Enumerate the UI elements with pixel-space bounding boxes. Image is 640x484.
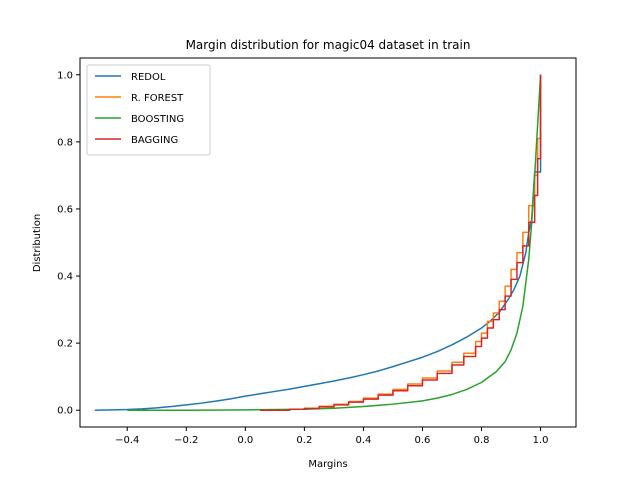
plot-area-frame xyxy=(79,57,577,428)
series-line-redol xyxy=(94,74,542,411)
x-tick-label: 0.6 xyxy=(415,435,431,446)
x-tick-label: −0.4 xyxy=(115,435,139,446)
x-tick-label: 0.8 xyxy=(474,435,490,446)
x-tick-label: 1.0 xyxy=(533,435,549,446)
y-tick-label: 0.0 xyxy=(57,406,73,417)
legend-label: R. FOREST xyxy=(131,93,184,104)
x-tick-label: 0.2 xyxy=(296,435,312,446)
x-tick-label: 0.4 xyxy=(355,435,371,446)
x-tick-label: 0.0 xyxy=(237,435,253,446)
legend-label: REDOL xyxy=(131,72,166,83)
y-axis-label: Distribution xyxy=(32,214,43,272)
chart-title: Margin distribution for magic04 dataset … xyxy=(186,38,471,52)
legend-label: BAGGING xyxy=(131,135,178,146)
series-line-bagging xyxy=(260,74,542,411)
plot-lines xyxy=(94,74,542,411)
y-axis: 0.0 0.2 0.4 0.6 0.8 1.0 xyxy=(57,70,80,417)
legend: REDOL R. FOREST BOOSTING BAGGING xyxy=(86,64,211,156)
series-line-r-forest xyxy=(260,74,542,411)
y-tick-label: 0.8 xyxy=(57,137,73,148)
y-tick-label: 1.0 xyxy=(57,70,73,81)
y-tick-label: 0.4 xyxy=(57,272,73,283)
y-tick-label: 0.6 xyxy=(57,204,73,215)
y-tick-label: 0.2 xyxy=(57,339,73,350)
x-axis-label: Margins xyxy=(308,459,347,470)
x-tick-label: −0.2 xyxy=(174,435,198,446)
legend-label: BOOSTING xyxy=(131,114,184,125)
x-axis: −0.4 −0.2 0.0 0.2 0.4 0.6 0.8 1.0 xyxy=(115,427,549,446)
legend-box xyxy=(86,64,211,156)
